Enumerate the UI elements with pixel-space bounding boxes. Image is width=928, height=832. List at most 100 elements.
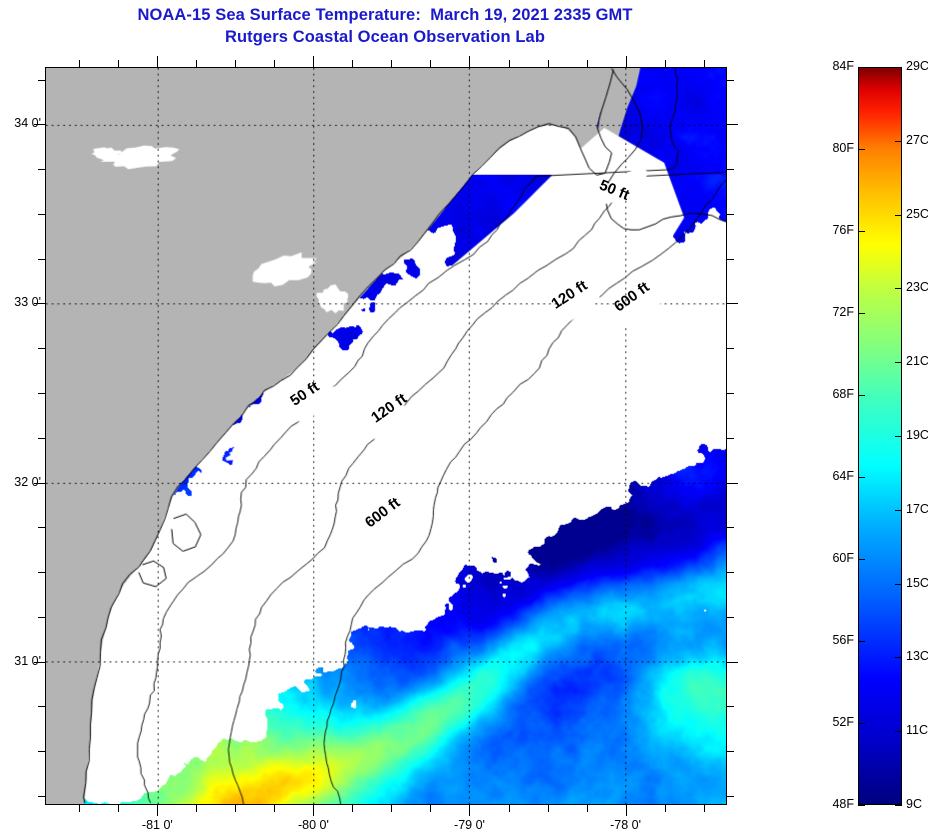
colorbar-label-celsius: 23C: [906, 280, 928, 295]
lon-tick-top: [313, 56, 314, 67]
lat-tick-right: [727, 662, 738, 663]
colorbar-label-fahrenheit: 60F: [832, 551, 854, 565]
colorbar-label-celsius: 11C: [906, 723, 928, 738]
colorbar-tick-f: [858, 67, 865, 68]
lat-tick: [38, 572, 45, 573]
lon-tick: [469, 805, 470, 816]
colorbar-tick-c: [895, 657, 902, 658]
lat-tick-right: [727, 706, 734, 707]
lat-tick-right: [727, 438, 734, 439]
colorbar-label-celsius: 13C: [906, 649, 928, 664]
lat-tick: [38, 706, 45, 707]
lon-axis-label: -80 0': [297, 818, 329, 832]
lon-tick: [548, 805, 549, 812]
colorbar-label-fahrenheit: 68F: [832, 387, 854, 401]
colorbar-tick-c: [895, 436, 902, 437]
colorbar-label-celsius: 21C: [906, 354, 928, 369]
colorbar-tick-c: [895, 805, 902, 806]
colorbar-tick-f: [858, 231, 865, 232]
colorbar-tick-f: [858, 313, 865, 314]
colorbar-label-fahrenheit: 76F: [832, 223, 854, 237]
colorbar-tick-f: [858, 395, 865, 396]
lat-tick: [34, 662, 45, 663]
lon-tick-top: [274, 60, 275, 67]
colorbar-label-fahrenheit: 72F: [832, 305, 854, 319]
lon-tick: [274, 805, 275, 812]
lat-tick: [38, 169, 45, 170]
lat-tick-right: [727, 124, 738, 125]
colorbar-tick-f: [858, 723, 865, 724]
lat-axis-label: 33 0': [14, 295, 41, 310]
colorbar-tick-c: [895, 362, 902, 363]
colorbar-label-celsius: 27C: [906, 132, 928, 147]
colorbar-tick-f: [858, 559, 865, 560]
colorbar-label-celsius: 17C: [906, 501, 928, 516]
lon-tick-top: [79, 60, 80, 67]
lat-tick-right: [727, 617, 734, 618]
lon-tick: [235, 805, 236, 812]
lon-tick: [352, 805, 353, 812]
lat-tick: [34, 483, 45, 484]
lat-tick-right: [727, 393, 734, 394]
lat-axis-label: 31 0': [14, 653, 41, 668]
lon-tick: [118, 805, 119, 812]
lat-tick-right: [727, 751, 734, 752]
lon-tick: [587, 805, 588, 812]
lat-tick: [38, 438, 45, 439]
colorbar-tick-c: [895, 510, 902, 511]
lat-tick-right: [727, 572, 734, 573]
temperature-colorbar: [858, 67, 902, 805]
lat-tick-right: [727, 348, 734, 349]
page-subtitle: Rutgers Coastal Ocean Observation Lab: [224, 28, 546, 46]
colorbar-tick-f: [858, 641, 865, 642]
page-title: NOAA-15 Sea Surface Temperature: March 1…: [137, 6, 633, 24]
colorbar-label-celsius: 29C: [906, 59, 928, 73]
lat-axis-label: 32 0': [14, 474, 41, 489]
lon-tick-top: [157, 56, 158, 67]
colorbar-tick-c: [895, 288, 902, 289]
lat-tick: [34, 303, 45, 304]
lat-tick: [38, 527, 45, 528]
lat-tick: [38, 348, 45, 349]
lat-tick-right: [727, 303, 738, 304]
colorbar-label-celsius: 15C: [906, 575, 928, 590]
lon-tick: [391, 805, 392, 812]
lat-tick: [38, 751, 45, 752]
lon-tick: [665, 805, 666, 812]
lon-tick-top: [196, 60, 197, 67]
colorbar-label-fahrenheit: 56F: [832, 633, 854, 647]
lat-tick: [38, 617, 45, 618]
lon-tick-top: [430, 60, 431, 67]
lon-tick: [626, 805, 627, 816]
colorbar-tick-f: [858, 477, 865, 478]
lon-tick-top: [352, 60, 353, 67]
lon-tick: [509, 805, 510, 812]
lat-tick-right: [727, 259, 734, 260]
sst-map-plot-area: [45, 67, 727, 805]
lon-tick-top: [548, 60, 549, 67]
lat-tick-right: [727, 483, 738, 484]
lat-tick: [38, 259, 45, 260]
sst-raster-canvas: [46, 68, 726, 804]
lat-tick: [38, 80, 45, 81]
colorbar-label-celsius: 19C: [906, 428, 928, 442]
lon-tick-top: [235, 60, 236, 67]
lat-tick-right: [727, 214, 734, 215]
lon-tick-top: [391, 60, 392, 67]
colorbar-tick-c: [895, 584, 902, 585]
colorbar-label-fahrenheit: 64F: [832, 469, 854, 483]
lat-tick: [38, 796, 45, 797]
colorbar-label-fahrenheit: 48F: [832, 797, 854, 811]
lat-tick: [34, 124, 45, 125]
lon-tick: [313, 805, 314, 816]
lon-tick: [79, 805, 80, 812]
lon-tick-top: [509, 60, 510, 67]
colorbar-tick-c: [895, 141, 902, 142]
lon-tick-top: [469, 56, 470, 67]
chart-title-block: NOAA-15 Sea Surface Temperature: March 1…: [0, 4, 770, 48]
lat-axis-label: 34 0': [14, 116, 41, 131]
lon-tick: [430, 805, 431, 812]
lat-tick-right: [727, 796, 734, 797]
colorbar-tick-c: [895, 215, 902, 216]
lon-tick-top: [704, 60, 705, 67]
